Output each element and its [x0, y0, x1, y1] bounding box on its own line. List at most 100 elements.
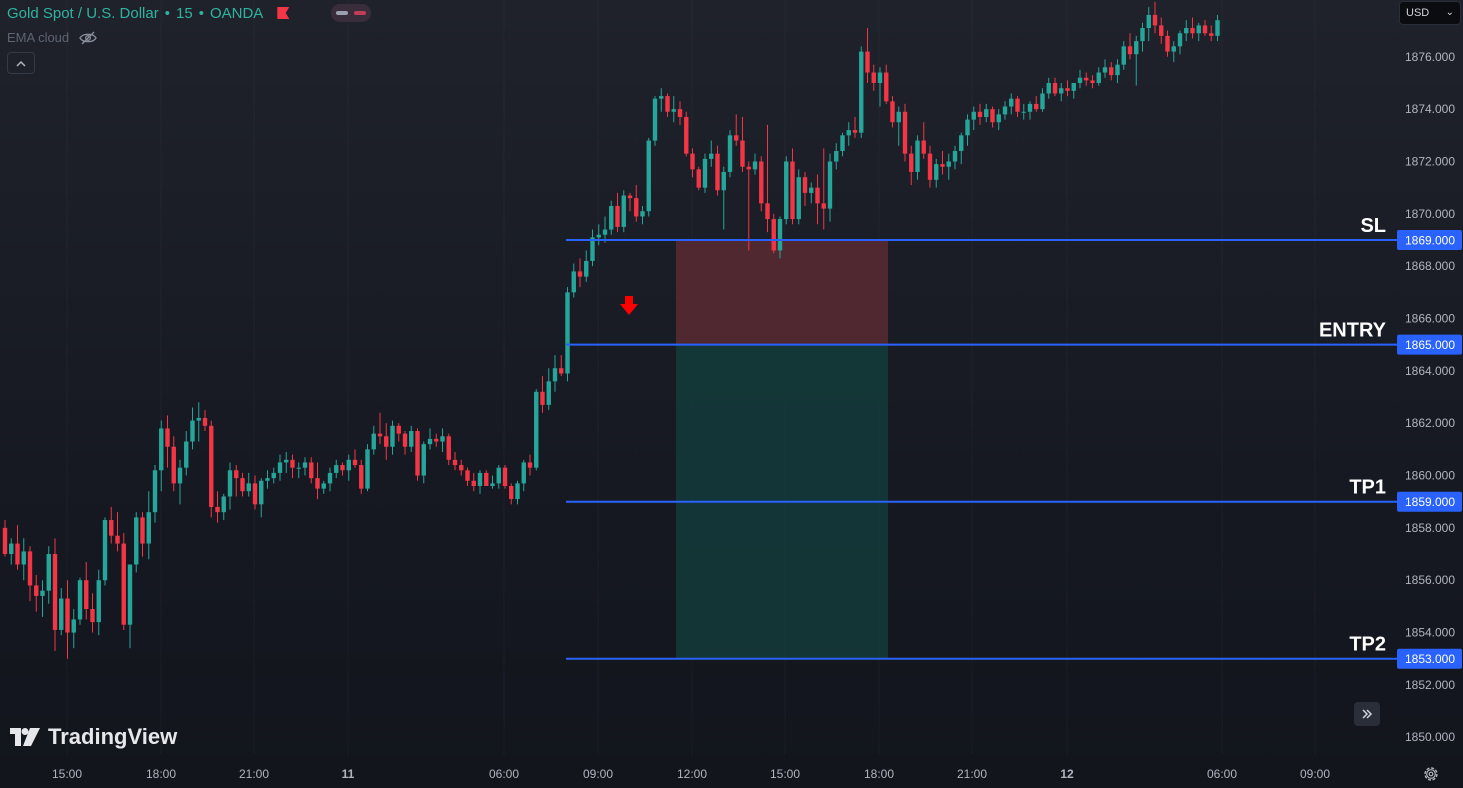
candle-body[interactable]: [90, 608, 95, 623]
candle-body[interactable]: [627, 195, 633, 199]
candle-body[interactable]: [959, 135, 964, 152]
candle-body[interactable]: [1127, 46, 1133, 55]
collapse-legend-button[interactable]: [7, 52, 35, 74]
candle-body[interactable]: [1152, 14, 1158, 26]
candle-body[interactable]: [309, 462, 314, 479]
candle-body[interactable]: [834, 151, 839, 162]
candle-body[interactable]: [577, 271, 583, 277]
candle-body[interactable]: [996, 114, 1001, 123]
candle-body[interactable]: [521, 462, 526, 484]
candle-body[interactable]: [477, 472, 483, 486]
candle-body[interactable]: [427, 438, 433, 445]
candle-body[interactable]: [390, 425, 395, 447]
candle-body[interactable]: [1059, 88, 1064, 94]
candle-body[interactable]: [690, 153, 695, 170]
candle-body[interactable]: [1052, 82, 1058, 94]
candle-body[interactable]: [840, 135, 845, 152]
candle-body[interactable]: [859, 51, 864, 133]
candle-body[interactable]: [371, 433, 376, 450]
candle-body[interactable]: [609, 205, 614, 230]
candle-body[interactable]: [621, 195, 626, 227]
candle-body[interactable]: [1115, 64, 1120, 76]
candle-body[interactable]: [590, 237, 595, 261]
candle-body[interactable]: [646, 140, 651, 212]
candle-body[interactable]: [502, 467, 508, 486]
candle-body[interactable]: [196, 417, 201, 421]
candle-body[interactable]: [1002, 106, 1008, 115]
candle-body[interactable]: [1071, 82, 1076, 91]
candle-body[interactable]: [740, 140, 745, 167]
candle-body[interactable]: [921, 140, 926, 154]
candle-body[interactable]: [759, 161, 764, 204]
candle-body[interactable]: [865, 51, 870, 73]
candle-body[interactable]: [1165, 35, 1170, 52]
candle-body[interactable]: [1196, 25, 1201, 34]
candle-body[interactable]: [771, 219, 776, 251]
candle-body[interactable]: [59, 598, 64, 630]
candle-body[interactable]: [215, 506, 220, 513]
candle-body[interactable]: [665, 96, 670, 112]
candle-body[interactable]: [596, 234, 601, 238]
candle-body[interactable]: [634, 198, 639, 217]
candle-body[interactable]: [821, 203, 826, 209]
candle-body[interactable]: [796, 177, 801, 220]
candle-body[interactable]: [927, 153, 933, 180]
candle-body[interactable]: [515, 483, 520, 500]
candle-body[interactable]: [977, 111, 983, 118]
candle-body[interactable]: [471, 480, 476, 486]
indicator-row[interactable]: EMA cloud: [7, 30, 97, 45]
candle-body[interactable]: [165, 428, 170, 447]
candle-body[interactable]: [1021, 111, 1026, 113]
candle-body[interactable]: [1190, 28, 1195, 34]
candle-body[interactable]: [296, 467, 301, 469]
candle-body[interactable]: [1077, 77, 1083, 83]
candle-body[interactable]: [602, 229, 608, 235]
candle-body[interactable]: [265, 478, 270, 481]
candle-body[interactable]: [784, 161, 789, 220]
candle-body[interactable]: [671, 109, 676, 112]
candle-body[interactable]: [1040, 93, 1045, 110]
candle-body[interactable]: [190, 420, 195, 442]
candle-body[interactable]: [259, 480, 264, 505]
candle-body[interactable]: [496, 467, 501, 484]
candle-body[interactable]: [1209, 33, 1214, 36]
candle-body[interactable]: [534, 391, 539, 468]
candle-body[interactable]: [684, 117, 689, 154]
candle-body[interactable]: [484, 472, 489, 486]
candle-body[interactable]: [1177, 33, 1183, 47]
candle-body[interactable]: [571, 271, 576, 293]
candle-body[interactable]: [459, 465, 464, 471]
candle-body[interactable]: [1121, 46, 1126, 65]
candle-body[interactable]: [827, 161, 833, 209]
candle-body[interactable]: [896, 111, 901, 123]
candle-body[interactable]: [709, 153, 714, 159]
candle-body[interactable]: [815, 187, 820, 204]
candle-body[interactable]: [1159, 25, 1164, 36]
candle-body[interactable]: [890, 101, 895, 123]
candle-body[interactable]: [209, 425, 214, 507]
candle-body[interactable]: [509, 485, 514, 500]
candle-body[interactable]: [1090, 80, 1095, 83]
candle-body[interactable]: [315, 478, 320, 489]
candle-body[interactable]: [965, 119, 970, 136]
candle-body[interactable]: [702, 158, 708, 188]
candle-body[interactable]: [915, 140, 920, 172]
candle-body[interactable]: [346, 459, 351, 471]
toggle-pill-icon[interactable]: [331, 4, 372, 22]
tradingview-logo[interactable]: TradingView: [10, 724, 177, 750]
candle-body[interactable]: [990, 109, 995, 123]
candle-body[interactable]: [340, 465, 345, 471]
candle-body[interactable]: [40, 590, 45, 596]
candle-body[interactable]: [277, 462, 283, 473]
candle-body[interactable]: [727, 135, 733, 172]
candle-body[interactable]: [440, 436, 445, 442]
candle-body[interactable]: [952, 151, 958, 162]
candle-body[interactable]: [96, 580, 101, 623]
symbol-name[interactable]: Gold Spot / U.S. Dollar: [7, 4, 159, 22]
candle-body[interactable]: [846, 130, 851, 136]
candle-body[interactable]: [302, 462, 308, 468]
candle-body[interactable]: [1096, 72, 1101, 83]
candle-body[interactable]: [252, 483, 258, 505]
candle-body[interactable]: [9, 543, 14, 555]
